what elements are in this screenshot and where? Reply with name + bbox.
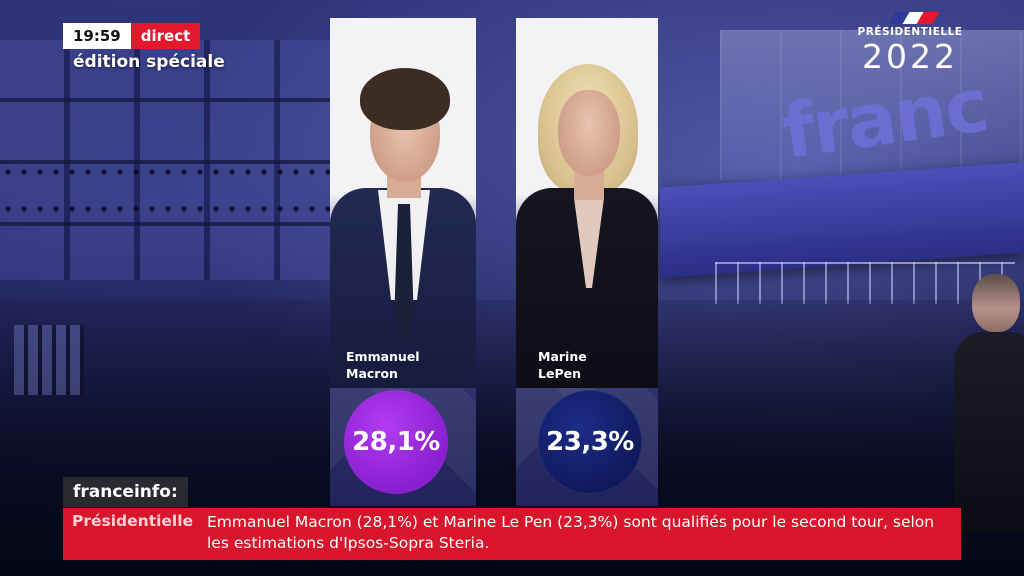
news-ticker: Présidentielle Emmanuel Macron (28,1%) e… [63,508,961,560]
ticker-category: Présidentielle [72,512,194,530]
presidentielle-logo: PRÉSIDENTIELLE 2022 [856,10,964,76]
logo-year: 2022 [862,37,958,76]
studio-monitors [14,325,84,395]
channel-logo: franceinfo: [63,477,188,507]
presenter-figure [950,270,1024,532]
candidate-card-macron: Emmanuel Macron 28,1% [330,18,476,506]
studio-windows [720,30,1024,180]
candidate-score-badge: 28,1% [344,390,448,494]
candidate-card-lepen: Marine LePen 23,3% [516,18,658,506]
studio-wall-panels [0,40,330,280]
studio-wall-lights [0,168,330,176]
studio-wall-lights [0,205,330,213]
candidate-name: Marine LePen [538,349,587,381]
studio-railing [715,262,1015,304]
flag-icon [888,12,940,24]
edition-label: édition spéciale [73,52,225,72]
ticker-headline: Emmanuel Macron (28,1%) et Marine Le Pen… [207,513,935,552]
live-clock: 19:59 [63,23,131,49]
logo-title: PRÉSIDENTIELLE [857,26,963,38]
candidate-portrait-macron [330,38,476,388]
live-tag: 19:59 direct [63,23,201,49]
live-badge: direct [130,23,201,49]
candidate-portrait-lepen [516,38,658,388]
candidate-score-badge: 23,3% [538,390,642,494]
studio-balcony [660,162,1024,278]
candidate-name: Emmanuel Macron [346,349,420,381]
